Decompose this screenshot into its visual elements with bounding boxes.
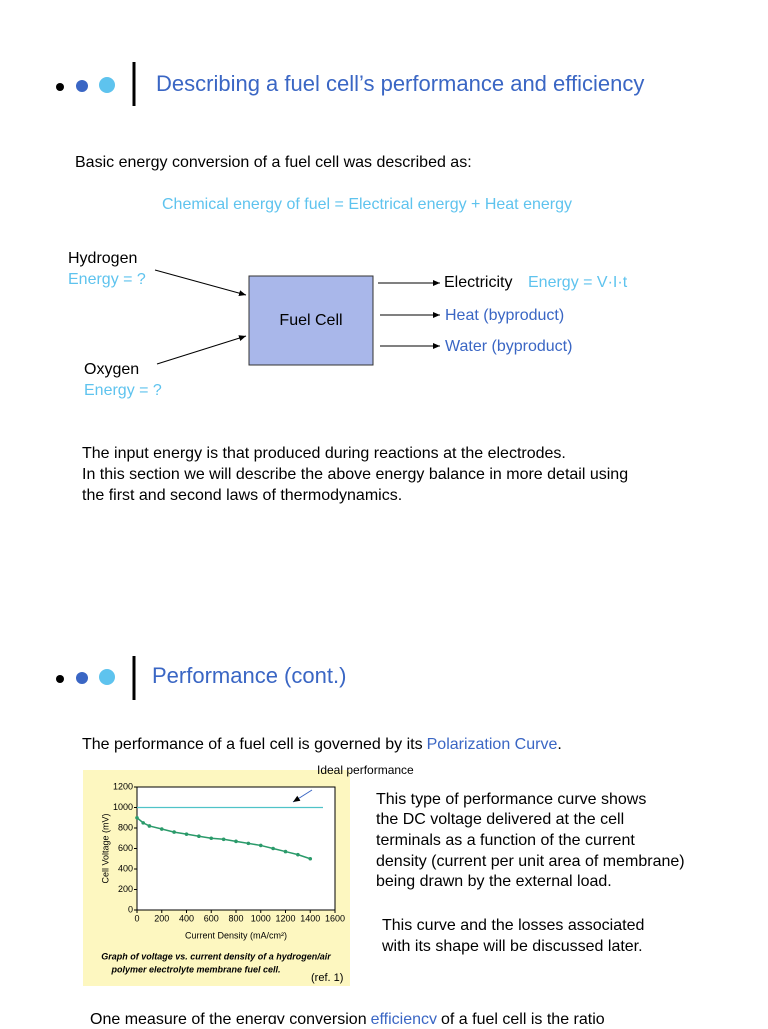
- data-point: [209, 836, 214, 841]
- x-tick-label: 1400: [300, 913, 320, 923]
- output-note: Energy = V·I·t: [528, 274, 628, 291]
- output-label: Electricity: [444, 274, 512, 291]
- data-line: [136, 817, 311, 860]
- paragraph-line: being drawn by the external load.: [376, 873, 612, 890]
- y-tick-label: 0: [128, 904, 133, 914]
- data-point: [141, 821, 145, 825]
- data-point: [172, 830, 176, 834]
- source: (ref. 1): [311, 972, 343, 984]
- intro: The performance of a fuel cell is govern…: [82, 736, 562, 753]
- arrow: [154, 269, 247, 297]
- input-label: Oxygen: [84, 361, 139, 378]
- output-label: Heat (byproduct): [445, 307, 564, 324]
- x-tick-label: 200: [154, 913, 169, 923]
- y-tick-label: 1200: [113, 781, 133, 791]
- bullet: [76, 672, 88, 684]
- y-tick-label: 800: [118, 822, 133, 832]
- paragraph-line: terminals as a function of the current: [376, 832, 635, 849]
- y-tick-label: 400: [118, 863, 133, 873]
- x-tick-label: 1200: [275, 913, 295, 923]
- x-tick-label: 600: [204, 913, 219, 923]
- box-label: Fuel Cell: [279, 312, 342, 329]
- x-tick-label: 1000: [251, 913, 271, 923]
- x-tick-label: 1600: [325, 913, 345, 923]
- paragraph-line: This curve and the losses associated: [382, 917, 644, 934]
- text: .: [557, 736, 561, 753]
- equation: Chemical energy of fuel = Electrical ene…: [162, 196, 572, 213]
- bullet: [56, 83, 64, 91]
- chart: 0 200 400 600 800 1000 1200 0 200 400 600 800 1000 12…: [100, 763, 414, 984]
- paragraph-line: the DC voltage delivered at the cell: [376, 811, 624, 828]
- data-point: [147, 824, 152, 828]
- slide-title: Describing a fuel cell’s performance and…: [156, 71, 644, 96]
- paragraph-line: The input energy is that produced during…: [82, 445, 566, 462]
- data-point: [221, 837, 226, 842]
- text: of a fuel cell is the ratio: [441, 1011, 605, 1024]
- data-point: [135, 815, 139, 820]
- arrow: [156, 335, 247, 365]
- y-tick-label: 200: [118, 884, 133, 894]
- y-tick-label: 1000: [113, 802, 133, 812]
- fuel-cell-box: [248, 275, 374, 366]
- data-point: [283, 849, 288, 854]
- output-label: Water (byproduct): [445, 338, 572, 355]
- paragraph-line: the first and second laws of thermodynam…: [82, 487, 402, 504]
- text: One measure of the energy conversion: [90, 1011, 367, 1024]
- x-tick-label: 800: [228, 913, 243, 923]
- input-energy: Energy = ?: [68, 271, 146, 288]
- caption-line: Graph of voltage vs. current density of …: [101, 951, 331, 961]
- link-text: Polarization Curve: [427, 736, 558, 753]
- annotation: Ideal performance: [317, 763, 414, 777]
- y-axis-label: Cell Voltage (mV): [100, 813, 110, 883]
- caption-line: polymer electrolyte membrane fuel cell.: [110, 964, 280, 974]
- data-point: [258, 843, 263, 848]
- bullet: [99, 669, 115, 685]
- data-point: [184, 832, 189, 836]
- data-point: [271, 846, 275, 851]
- input-label: Hydrogen: [68, 250, 137, 267]
- text: The performance of a fuel cell is govern…: [82, 736, 423, 753]
- annotation-arrow: [292, 789, 313, 803]
- footer-line: One measure of the energy conversion effi…: [90, 1011, 605, 1024]
- y-tick-label: 600: [118, 843, 133, 853]
- paragraph-line: with its shape will be discussed later.: [381, 938, 643, 955]
- paragraph-line: This type of performance curve shows: [376, 791, 646, 808]
- x-tick-label: 400: [179, 913, 194, 923]
- intro: Basic energy conversion of a fuel cell w…: [75, 154, 472, 171]
- input-energy: Energy = ?: [84, 382, 162, 399]
- bullet: [56, 675, 64, 683]
- data-point: [308, 856, 313, 861]
- plot-area: [136, 786, 336, 911]
- bullet: [76, 80, 88, 92]
- bullet: [99, 77, 115, 93]
- paragraph-line: density (current per unit area of membra…: [376, 853, 685, 870]
- link-text: efficiency: [371, 1011, 437, 1024]
- data-point: [197, 834, 201, 838]
- data-point: [246, 841, 251, 846]
- x-axis-label: Current Density (mA/cm²): [185, 930, 287, 940]
- data-point: [296, 852, 300, 857]
- data-point: [159, 827, 164, 831]
- paragraph-line: In this section we will describe the abo…: [82, 466, 628, 483]
- x-tick-label: 0: [134, 913, 139, 923]
- data-point: [234, 839, 238, 844]
- slide-title: Performance (cont.): [152, 663, 346, 688]
